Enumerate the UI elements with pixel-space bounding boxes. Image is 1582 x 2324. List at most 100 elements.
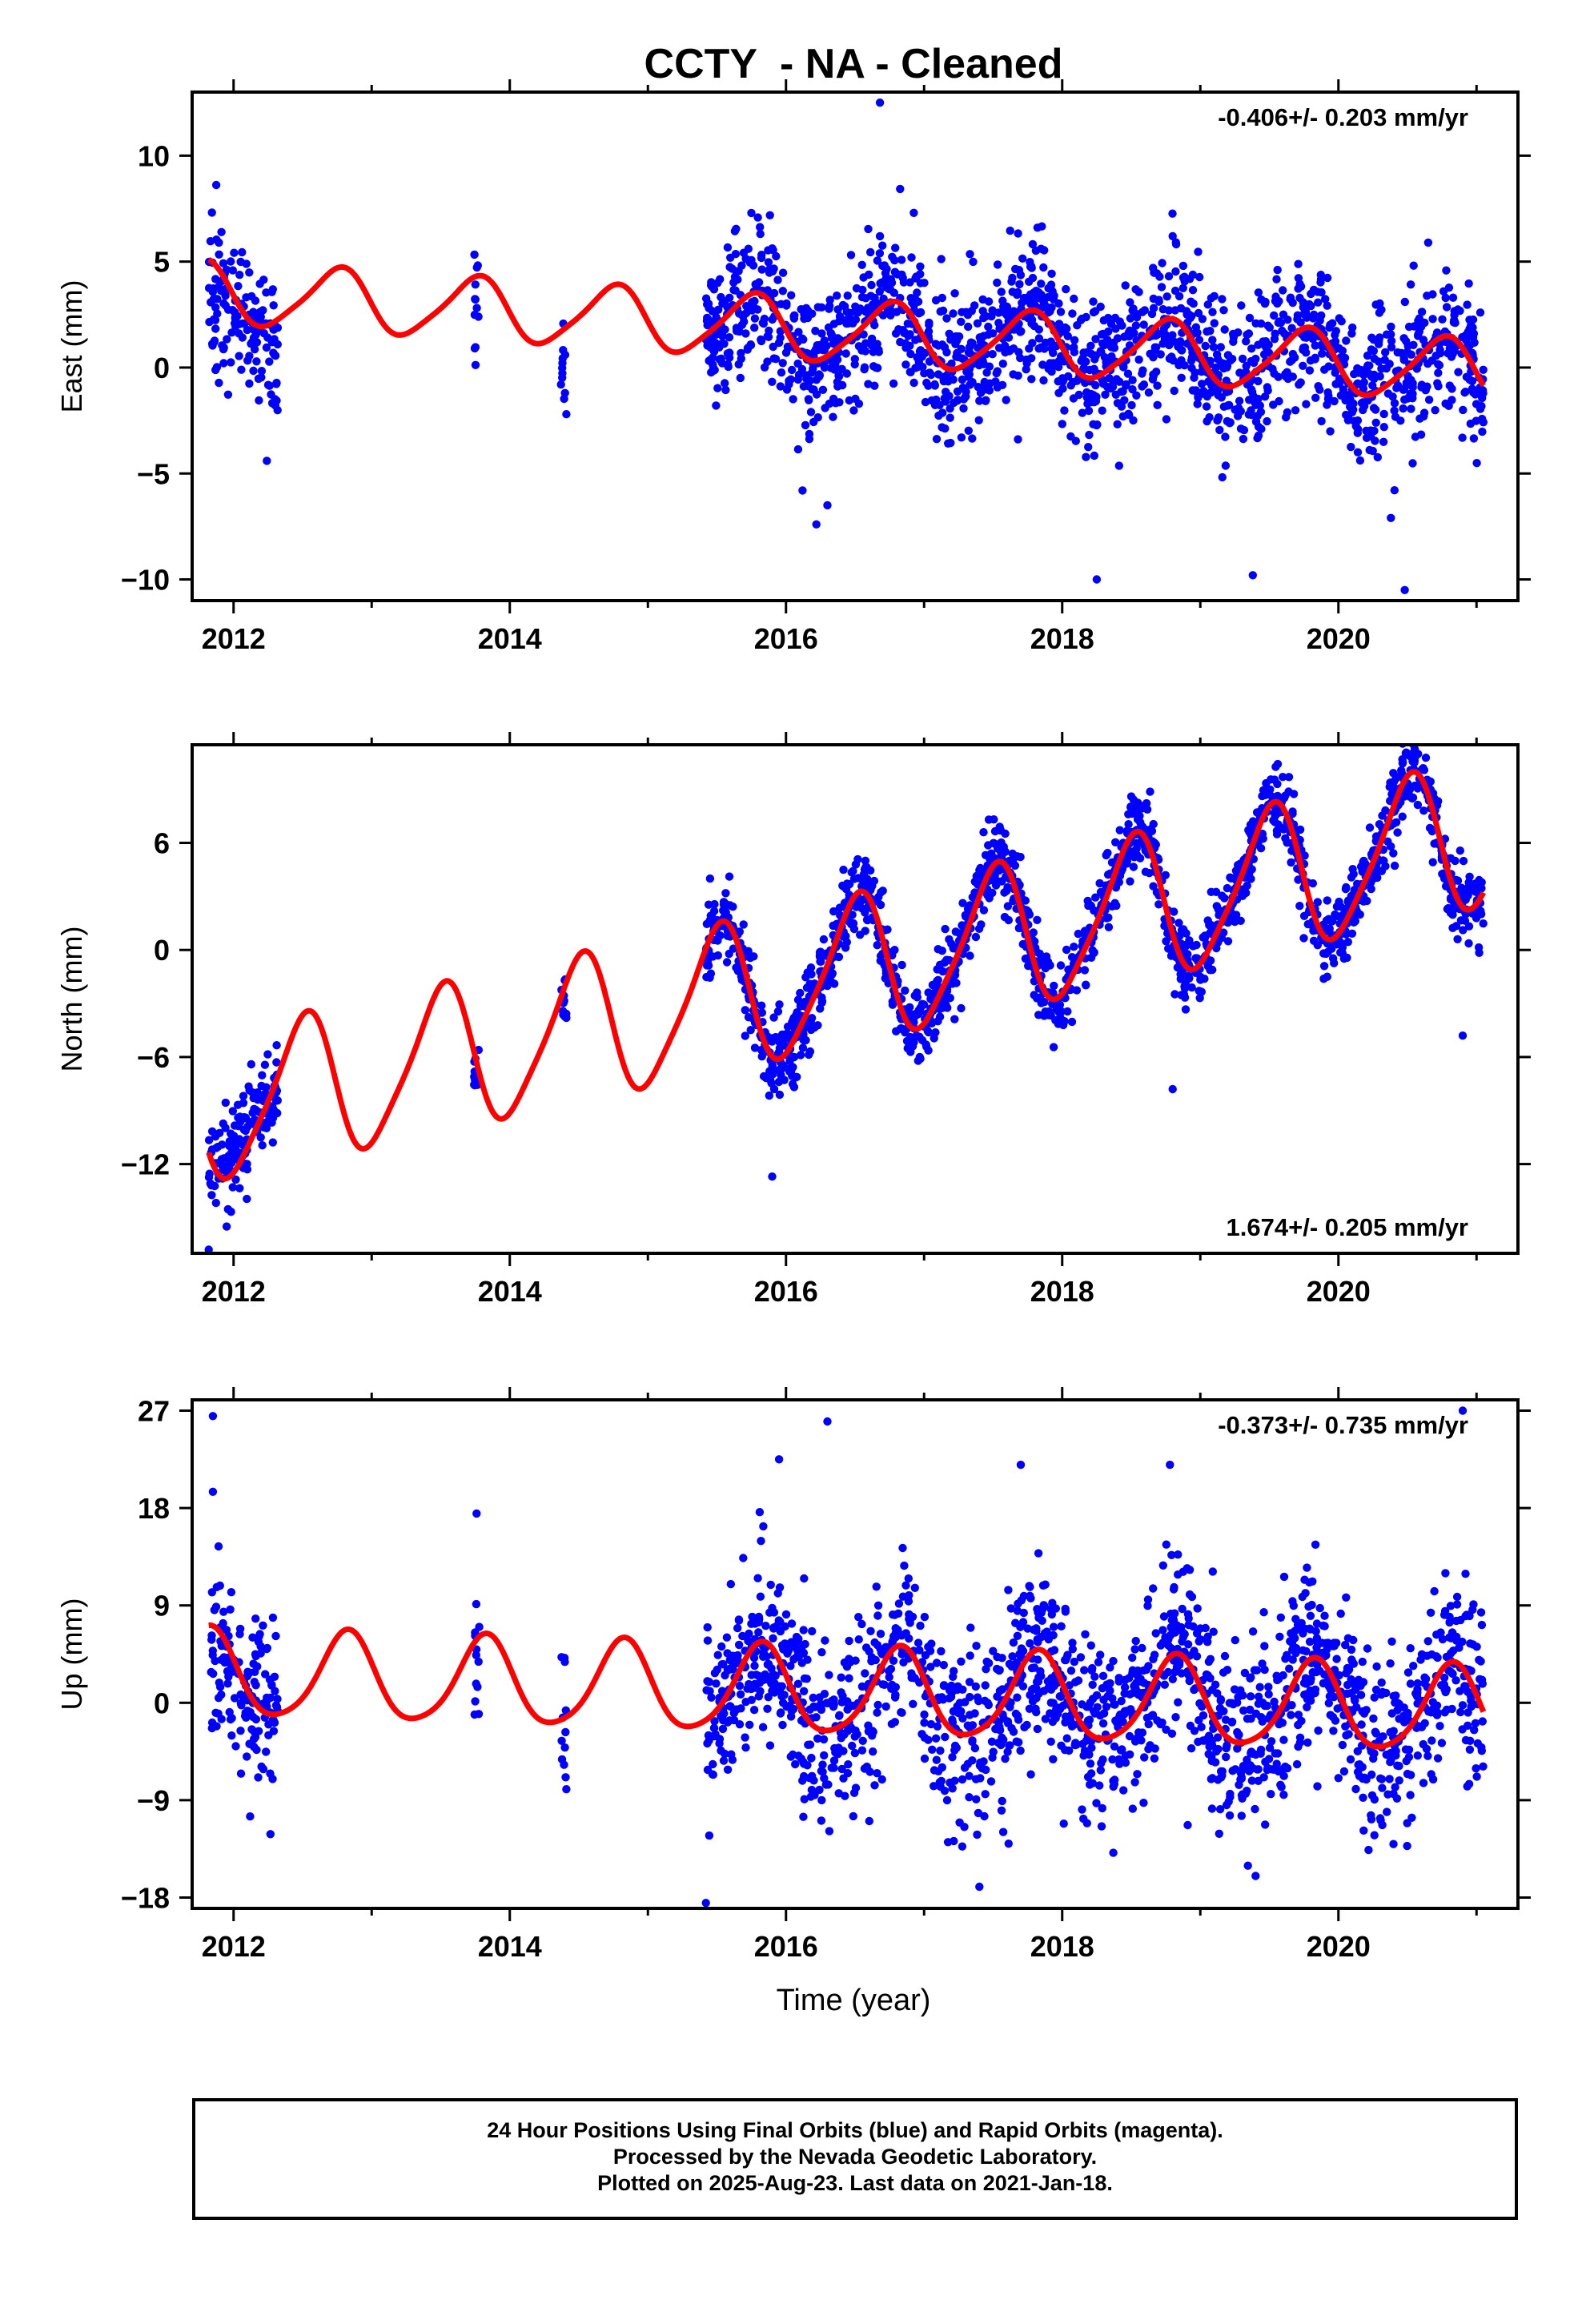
observation-point <box>259 329 268 338</box>
observation-point <box>1371 1685 1381 1695</box>
observation-point <box>557 1736 566 1745</box>
observation-point <box>849 919 858 928</box>
observation-point <box>251 1715 261 1724</box>
observation-point <box>765 265 774 274</box>
observation-point <box>1251 319 1260 328</box>
observation-point <box>230 308 239 317</box>
observation-point <box>247 292 256 301</box>
observation-point <box>758 1723 768 1731</box>
observation-point <box>750 324 759 332</box>
observation-point <box>1288 809 1297 818</box>
observation-point <box>256 312 265 321</box>
observation-point <box>1408 379 1417 388</box>
x-tick-label: 2016 <box>754 1275 818 1308</box>
observation-point <box>472 1599 481 1609</box>
observation-point <box>1409 340 1418 349</box>
observation-point <box>1082 452 1090 461</box>
observation-point <box>1037 291 1046 300</box>
observation-point <box>245 352 254 360</box>
observation-point <box>1456 846 1465 855</box>
observation-point <box>1056 308 1066 316</box>
observation-point <box>1126 877 1134 886</box>
observation-point <box>245 268 254 277</box>
observation-point <box>1311 393 1320 402</box>
observation-point <box>809 417 818 427</box>
observation-point <box>789 1052 799 1062</box>
observation-point <box>801 420 810 430</box>
observation-point <box>867 341 877 350</box>
observation-point <box>272 1058 281 1067</box>
observation-point <box>1266 785 1275 794</box>
observation-point <box>1175 931 1184 940</box>
observation-point <box>258 1141 267 1150</box>
observation-point <box>1070 294 1078 304</box>
observation-point <box>932 1659 942 1667</box>
observation-point <box>737 1704 745 1713</box>
observation-point <box>1088 1680 1097 1689</box>
observation-point <box>881 283 890 292</box>
observation-point <box>1381 348 1390 357</box>
observation-point <box>1254 340 1263 349</box>
observation-point <box>1459 926 1468 935</box>
observation-point <box>835 903 845 912</box>
observation-point <box>243 325 251 335</box>
observation-point <box>1478 427 1487 436</box>
observation-point <box>859 330 868 339</box>
observation-point <box>1203 416 1211 426</box>
observation-point <box>754 278 764 287</box>
observation-point <box>257 1081 266 1091</box>
observation-point <box>1406 1644 1415 1653</box>
observation-point <box>1223 883 1232 893</box>
observation-point <box>1305 366 1315 375</box>
observation-point <box>995 822 1004 831</box>
observation-point <box>796 1002 805 1011</box>
observation-point <box>1456 1707 1465 1717</box>
observation-point <box>1323 896 1332 905</box>
observation-point <box>260 1060 270 1069</box>
observation-point <box>1034 1011 1043 1019</box>
observation-point <box>1331 342 1341 352</box>
observation-point <box>1206 1674 1215 1683</box>
observation-point <box>733 1651 742 1660</box>
observation-point <box>958 1775 967 1784</box>
observation-point <box>904 1037 913 1047</box>
observation-point <box>915 1032 924 1041</box>
observation-point <box>744 244 753 253</box>
observation-point <box>718 299 727 308</box>
outlier-point <box>1168 1084 1177 1094</box>
observation-point <box>946 413 954 422</box>
observation-point <box>725 293 734 302</box>
observation-point <box>796 988 805 998</box>
observation-point <box>786 1752 795 1761</box>
observation-point <box>556 380 565 389</box>
observation-point <box>940 1787 950 1795</box>
observation-point <box>1062 284 1070 294</box>
observation-point <box>270 1718 279 1727</box>
observation-point <box>786 1662 795 1671</box>
observation-point <box>946 336 955 344</box>
observation-point <box>765 211 774 219</box>
observation-point <box>865 270 873 279</box>
observation-point <box>227 1588 236 1597</box>
observation-point <box>249 308 258 316</box>
observation-point <box>857 260 866 269</box>
observation-point <box>1219 306 1228 315</box>
observation-point <box>236 1690 245 1699</box>
observation-point <box>861 927 869 935</box>
observation-point <box>1389 769 1398 778</box>
observation-point <box>1261 337 1271 346</box>
observation-point <box>1353 1747 1363 1755</box>
observation-point <box>1039 376 1048 385</box>
observation-point <box>790 311 799 320</box>
observation-point <box>845 308 855 318</box>
observation-point <box>763 357 772 366</box>
observation-point <box>1092 420 1102 430</box>
observation-point <box>706 911 715 920</box>
observation-point <box>1243 330 1251 340</box>
observation-point <box>1066 1667 1076 1675</box>
observation-point <box>231 1742 240 1751</box>
observation-point <box>1295 902 1304 911</box>
observation-point <box>1176 337 1185 346</box>
observation-point <box>1096 887 1106 897</box>
observation-point <box>1417 308 1427 316</box>
